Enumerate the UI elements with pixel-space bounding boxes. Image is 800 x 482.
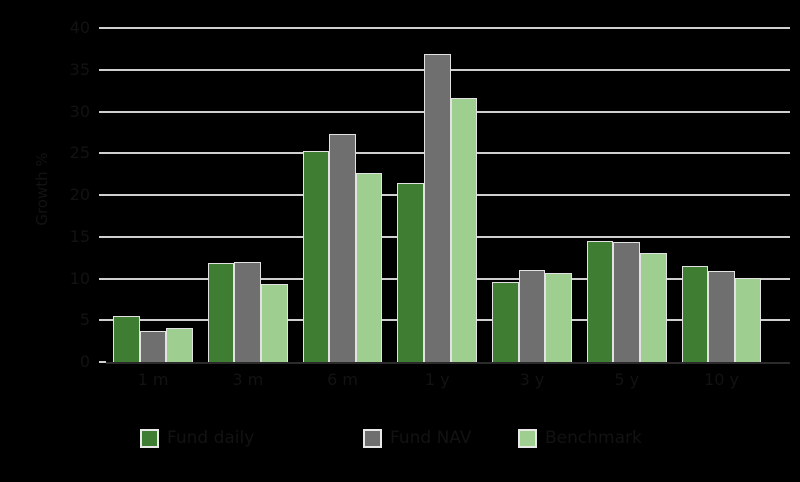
bar-benchmark-1m (166, 327, 193, 362)
bar-fund-daily-6m (302, 150, 330, 362)
y-tick-mark (99, 68, 106, 71)
y-tick-mark (99, 235, 106, 238)
legend-swatch-icon (518, 428, 537, 448)
bar-fund-daily-1y (397, 183, 424, 362)
y-tick-label-35: 35 (69, 59, 90, 79)
legend-item-fund-daily: Fund daily (140, 426, 254, 450)
y-tick-label-15: 15 (69, 226, 90, 246)
y-tick-label-5: 5 (79, 310, 90, 330)
x-tick-label-6m: 6 m (327, 370, 358, 389)
bar-fund-daily-3m (207, 263, 235, 362)
legend-label: Fund NAV (390, 428, 472, 448)
bar-fund-nav-6m (329, 134, 356, 362)
x-tick-label-3m: 3 m (232, 370, 264, 389)
y-tick-label-0: 0 (79, 352, 90, 371)
y-tick-mark (99, 194, 106, 196)
plot-area (106, 27, 790, 364)
y-tick-mark (99, 110, 106, 113)
y-tick-label-30: 30 (69, 101, 90, 121)
bar-fund-nav-10y (708, 271, 735, 362)
x-tick-label-10y: 10 y (704, 370, 739, 389)
legend: Fund daily Fund NAV Benchmark (0, 426, 800, 456)
legend-label: Benchmark (545, 428, 642, 448)
y-tick-label-20: 20 (69, 185, 90, 204)
bar-benchmark-3m (261, 283, 288, 362)
y-tick-mark (99, 27, 106, 29)
bar-benchmark-3y (545, 272, 572, 362)
bar-fund-daily-10y (681, 265, 709, 362)
y-tick-mark (99, 152, 106, 155)
y-tick-mark (99, 277, 106, 280)
legend-swatch-icon (363, 428, 382, 448)
bar-benchmark-6m (355, 173, 383, 362)
y-tick-label-40: 40 (69, 18, 90, 37)
x-tick-label-1m: 1 m (137, 370, 169, 389)
bar-fund-nav-3m (234, 261, 262, 362)
legend-swatch-icon (140, 428, 159, 448)
bar-fund-nav-1y (423, 53, 451, 362)
y-tick-label-10: 10 (69, 268, 90, 288)
gridline-y-40 (106, 27, 790, 29)
bar-benchmark-5y (640, 253, 667, 362)
bar-fund-daily-1m (113, 316, 140, 362)
bar-fund-nav-1m (139, 331, 167, 362)
legend-item-benchmark: Benchmark (518, 426, 642, 450)
y-tick-label-25: 25 (69, 143, 90, 163)
bar-benchmark-10y (734, 277, 762, 362)
bar-fund-daily-3y (492, 281, 519, 362)
bar-fund-nav-5y (613, 241, 641, 362)
legend-label: Fund daily (167, 428, 255, 448)
x-tick-label-1y: 1 y (424, 370, 450, 389)
bar-fund-nav-3y (518, 270, 546, 362)
y-tick-mark (99, 361, 106, 363)
y-tick-mark (99, 319, 106, 322)
x-tick-label-3y: 3 y (519, 370, 545, 389)
x-tick-label-5y: 5 y (614, 370, 640, 389)
legend-item-fund-nav: Fund NAV (363, 426, 471, 450)
bar-fund-daily-5y (586, 240, 614, 362)
bar-benchmark-1y (450, 98, 478, 362)
x-axis-line (106, 362, 790, 364)
